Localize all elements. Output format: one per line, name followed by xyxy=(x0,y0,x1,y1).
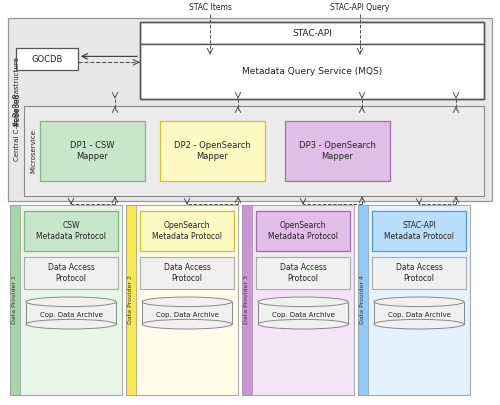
Bar xyxy=(256,257,350,289)
Text: #e8e8e8: #e8e8e8 xyxy=(12,92,22,127)
Bar xyxy=(358,205,368,395)
Text: Data Provider 1: Data Provider 1 xyxy=(12,275,18,324)
Bar xyxy=(140,22,484,44)
Bar xyxy=(16,48,78,70)
Text: STAC Items: STAC Items xyxy=(188,4,232,13)
Text: Data Provider 4: Data Provider 4 xyxy=(360,275,366,324)
Ellipse shape xyxy=(26,320,116,329)
Text: DP3 - OpenSearch
Mapper: DP3 - OpenSearch Mapper xyxy=(299,141,376,161)
Text: Cop. Data Archive: Cop. Data Archive xyxy=(388,312,450,318)
Text: STAC-API: STAC-API xyxy=(292,28,332,38)
Text: Data Access
Protocol: Data Access Protocol xyxy=(48,263,94,283)
Text: Data Provider 2: Data Provider 2 xyxy=(128,275,134,324)
Text: OpenSearch
Metadata Protocol: OpenSearch Metadata Protocol xyxy=(152,221,222,241)
Text: STAC-API Query: STAC-API Query xyxy=(330,4,390,13)
Bar xyxy=(242,205,354,395)
Bar xyxy=(160,121,265,181)
Bar xyxy=(372,257,466,289)
Bar xyxy=(285,121,390,181)
Text: Cop. Data Archive: Cop. Data Archive xyxy=(40,312,102,318)
Bar xyxy=(8,18,492,201)
Ellipse shape xyxy=(258,297,348,307)
Text: Data Access
Protocol: Data Access Protocol xyxy=(280,263,326,283)
Bar xyxy=(126,205,136,395)
Text: Metadata Query Service (MQS): Metadata Query Service (MQS) xyxy=(242,67,382,76)
Ellipse shape xyxy=(374,320,464,329)
Ellipse shape xyxy=(26,297,116,307)
Bar xyxy=(372,211,466,251)
Text: Data Provider 3: Data Provider 3 xyxy=(244,275,250,324)
Text: Data Access
Protocol: Data Access Protocol xyxy=(396,263,442,283)
Bar xyxy=(258,302,348,324)
Bar xyxy=(140,44,484,99)
Text: Data Access
Protocol: Data Access Protocol xyxy=(164,263,210,283)
Text: Microservice: Microservice xyxy=(30,129,36,173)
Bar xyxy=(40,121,145,181)
Bar xyxy=(10,205,20,395)
Text: OpenSearch
Metadata Protocol: OpenSearch Metadata Protocol xyxy=(268,221,338,241)
Bar xyxy=(140,211,234,251)
Bar xyxy=(256,211,350,251)
Text: Cop. Data Archive: Cop. Data Archive xyxy=(272,312,334,318)
Text: DP2 - OpenSearch
Mapper: DP2 - OpenSearch Mapper xyxy=(174,141,251,161)
Bar xyxy=(24,211,118,251)
Ellipse shape xyxy=(142,320,232,329)
Bar xyxy=(142,302,232,324)
Bar xyxy=(26,302,116,324)
Ellipse shape xyxy=(258,320,348,329)
Text: STAC-API
Metadata Protocol: STAC-API Metadata Protocol xyxy=(384,221,454,241)
Text: GOCDB: GOCDB xyxy=(32,55,62,64)
Bar xyxy=(358,205,470,395)
Bar xyxy=(242,205,252,395)
Bar xyxy=(24,257,118,289)
Bar xyxy=(374,302,464,324)
Ellipse shape xyxy=(142,297,232,307)
Text: Central C-Scale Infrastructure: Central C-Scale Infrastructure xyxy=(14,58,20,162)
Bar xyxy=(24,106,484,196)
Text: Cop. Data Archive: Cop. Data Archive xyxy=(156,312,218,318)
Text: CSW
Metadata Protocol: CSW Metadata Protocol xyxy=(36,221,106,241)
Bar xyxy=(140,22,484,99)
Bar xyxy=(140,257,234,289)
Text: DP1 - CSW
Mapper: DP1 - CSW Mapper xyxy=(70,141,115,161)
Ellipse shape xyxy=(374,297,464,307)
Bar xyxy=(126,205,238,395)
Bar xyxy=(10,205,122,395)
